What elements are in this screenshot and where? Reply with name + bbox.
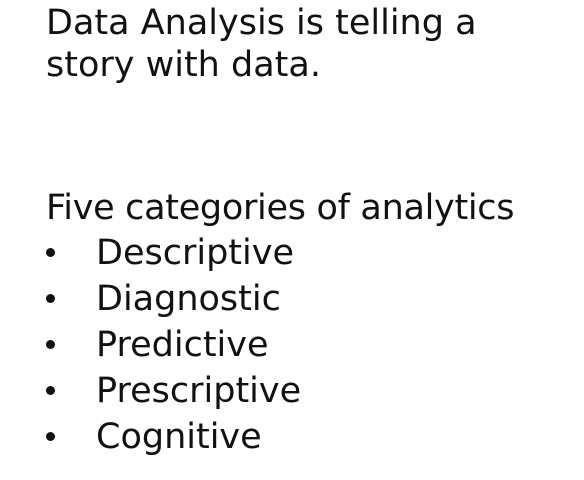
list-item-label: Prescriptive [96,371,302,411]
list-item-label: Cognitive [96,417,262,457]
headline-line-2: story with data. [46,45,321,85]
headline: Data Analysis is telling a story with da… [46,2,576,86]
bullet-dot-icon [46,294,55,303]
bullet-dot-icon [46,432,55,441]
headline-line-1: Data Analysis is telling a [46,3,477,43]
bullet-dot-icon [46,386,55,395]
bullet-dot-icon [46,248,55,257]
list-item-label: Predictive [96,325,269,365]
bullet-dot-icon [46,340,55,349]
section-title: Five categories of analytics [46,188,515,228]
list-item-label: Diagnostic [96,279,281,319]
list-item-label: Descriptive [96,233,294,273]
